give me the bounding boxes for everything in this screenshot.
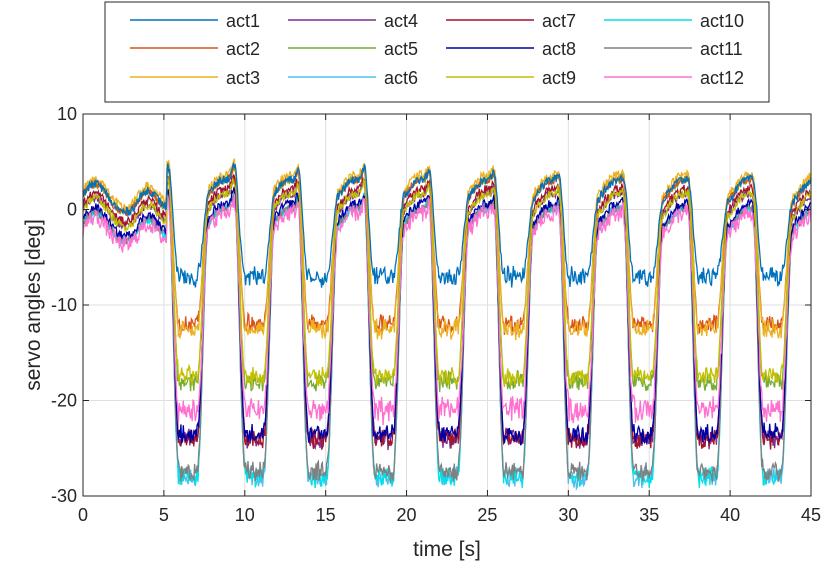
series-line-act1 (82, 162, 812, 288)
y-tick-label: -20 (51, 391, 77, 411)
axis-ticks: 0 5 10 15 20 25 30 35 40 45 -30 -20 -10 0 10 (51, 104, 821, 525)
legend-label-act10: act10 (700, 11, 744, 31)
legend-box (104, 1, 770, 103)
legend-label-act12: act12 (700, 68, 744, 88)
y-tick-label: -10 (51, 295, 77, 315)
x-tick-label: 35 (639, 505, 659, 525)
legend-label-act8: act8 (542, 39, 576, 59)
legend-label-act9: act9 (542, 68, 576, 88)
x-axis-label: time [s] (413, 538, 481, 561)
legend-label-act6: act6 (384, 68, 418, 88)
legend: act1 act2 act3 act4 act5 act6 act7 act8 act9 act1… (104, 1, 770, 103)
series-lines (82, 158, 812, 492)
legend-label-act11: act11 (700, 39, 743, 59)
y-tick-label: 0 (67, 200, 77, 220)
legend-label-act5: act5 (384, 39, 418, 59)
series-line-act9 (82, 176, 812, 388)
x-tick-label: 25 (477, 505, 497, 525)
legend-label-act4: act4 (384, 11, 418, 31)
y-tick-label: 10 (57, 104, 77, 124)
y-tick-label: -30 (51, 486, 77, 506)
series-line-act12 (82, 193, 812, 426)
x-tick-label: 15 (316, 505, 336, 525)
x-tick-label: 20 (397, 505, 417, 525)
x-tick-label: 40 (720, 505, 740, 525)
x-tick-label: 0 (78, 505, 88, 525)
legend-label-act2: act2 (226, 39, 260, 59)
y-axis-label: servo angles [deg] (22, 219, 45, 391)
legend-label-act7: act7 (542, 11, 576, 31)
x-tick-label: 10 (235, 505, 255, 525)
x-tick-label: 30 (558, 505, 578, 525)
legend-label-act1: act1 (226, 11, 260, 31)
x-tick-label: 45 (801, 505, 821, 525)
x-tick-label: 5 (159, 505, 169, 525)
legend-label-act3: act3 (226, 68, 260, 88)
